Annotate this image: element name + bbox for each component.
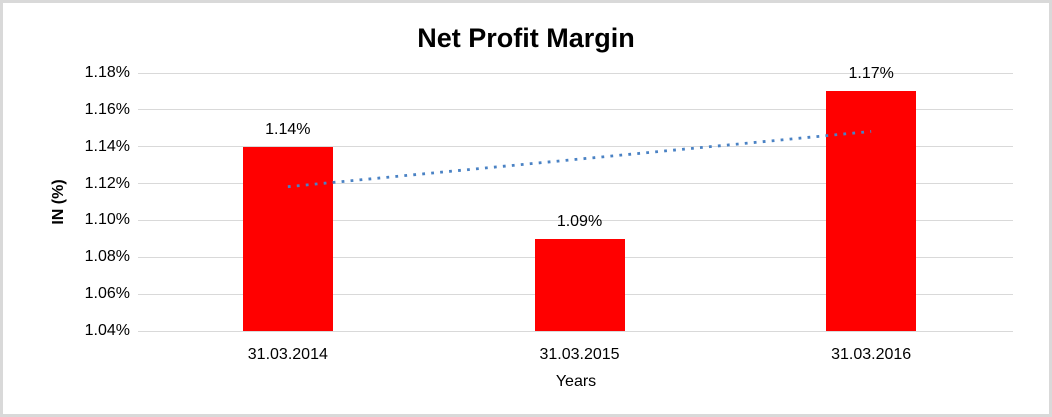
chart-title: Net Profit Margin (417, 23, 635, 53)
bar-31.03.2014 (242, 146, 333, 331)
plot-area: 1.14% 1.09% 1.17% (138, 65, 1013, 332)
bar-value-label: 1.17% (848, 65, 894, 83)
x-tick-label: 31.03.2015 (539, 346, 620, 363)
x-tick-label: 31.03.2016 (831, 346, 912, 363)
gridline (138, 183, 1013, 185)
y-tick-label: 1.14% (84, 137, 130, 155)
y-tick-label: 1.16% (84, 100, 130, 118)
y-tick-label: 1.10% (84, 211, 130, 229)
gridline (138, 330, 1013, 332)
gridline (138, 109, 1013, 111)
y-tick-label: 1.06% (84, 285, 130, 303)
trendline (287, 130, 872, 189)
bar-value-label: 1.14% (265, 120, 311, 138)
y-tick-label: 1.18% (84, 64, 130, 81)
y-tick-label: 1.12% (84, 174, 130, 192)
y-tick-label: 1.04% (84, 322, 130, 339)
y-tick-label: 1.08% (84, 248, 130, 266)
gridline (138, 72, 1013, 74)
bar-31.03.2015 (534, 238, 625, 331)
x-axis-title: Years (555, 373, 597, 390)
x-tick-label: 31.03.2014 (247, 346, 328, 363)
bar-value-label: 1.09% (556, 212, 603, 230)
gridline (138, 219, 1013, 221)
gridline (138, 146, 1013, 148)
